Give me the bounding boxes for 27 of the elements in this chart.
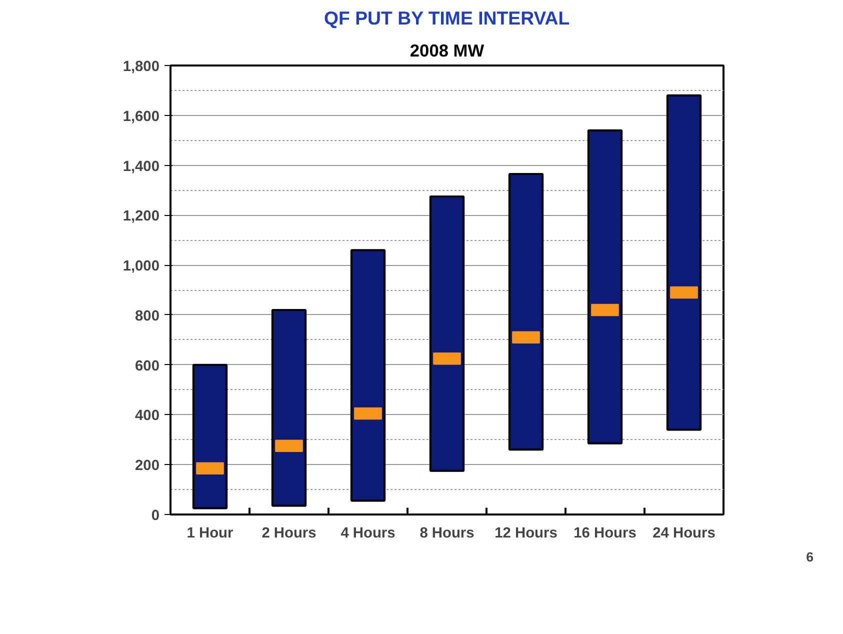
chart-title: QF PUT BY TIME INTERVAL	[324, 8, 570, 28]
y-tick-label: 1,400	[122, 158, 160, 175]
y-tick-label: 800	[135, 308, 160, 324]
x-tick-label: 1 Hour	[186, 526, 234, 542]
y-tick-label: 1,600	[122, 108, 160, 125]
x-tick-label: 4 Hours	[340, 526, 396, 542]
y-tick-label: 200	[135, 458, 160, 474]
x-tick-label: 2 Hours	[262, 526, 316, 542]
bar	[587, 129, 623, 444]
y-tick-label: 1,800	[122, 59, 160, 75]
bar	[271, 308, 307, 507]
x-tick-label: 24 Hours	[652, 526, 716, 542]
y-tick-label: 400	[135, 408, 160, 424]
bar	[350, 249, 386, 502]
y-tick-label: 600	[135, 358, 160, 374]
y-tick-label: 1,000	[122, 258, 160, 275]
bar	[508, 173, 544, 451]
x-tick-label: 8 Hours	[420, 526, 474, 542]
bar	[192, 364, 228, 510]
text: 6	[806, 550, 814, 564]
x-tick-label: 16 Hours	[574, 526, 636, 542]
y-tick-label: 1,200	[122, 208, 160, 225]
x-tick-label: 12 Hours	[494, 526, 558, 542]
bar	[666, 94, 702, 431]
y-tick-label: 0	[151, 508, 160, 524]
chart-subtitle: 2008 MW	[410, 40, 485, 60]
bar	[429, 195, 465, 472]
